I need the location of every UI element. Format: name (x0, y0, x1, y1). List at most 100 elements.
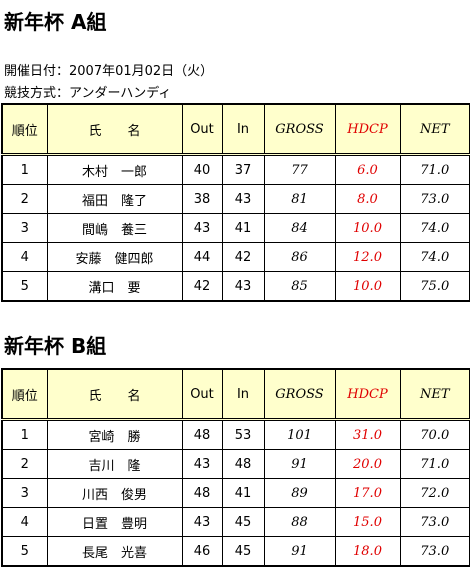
cell: 38 (181, 184, 223, 214)
cell: 71.0 (399, 154, 470, 185)
cell: 2 (1, 449, 48, 479)
data-row: 5 溝口 要 42 43 85 10.0 75.0 (1, 271, 470, 302)
info-line: 開催日付：2007年01月02日（火） (4, 64, 214, 79)
header-cell: 順位 (1, 103, 48, 156)
info-line: 競技方式：アンダーハンディ (4, 86, 172, 101)
data-row: 4 日置 豊明 43 45 88 15.0 73.0 (1, 507, 470, 537)
cell: 46 (181, 536, 223, 567)
cell: 91 (263, 536, 336, 567)
header-cell: 氏 名 (46, 368, 183, 421)
cell: 4 (1, 507, 48, 537)
cell: 5 (1, 271, 48, 302)
cell: 73.0 (399, 184, 470, 214)
cell: 43 (181, 507, 223, 537)
cell: 37 (221, 154, 265, 185)
cell: 75.0 (399, 271, 470, 302)
data-row: 4 安藤 健四郎 44 42 86 12.0 74.0 (1, 242, 470, 272)
data-row: 2 福田 隆了 38 43 81 8.0 73.0 (1, 184, 470, 214)
cell: 5 (1, 536, 48, 567)
cell: 10.0 (334, 213, 401, 243)
data-row: 1 宮崎 勝 48 53 101 31.0 70.0 (1, 419, 470, 450)
cell: 74.0 (399, 242, 470, 272)
results-table: 順位氏 名 Out In GROSS HDCP NET 1 木村 一郎 40 37 77 6.0 71.… (1, 103, 470, 302)
cell: 長尾 光喜 (46, 536, 183, 567)
cell: 89 (263, 478, 336, 508)
data-row: 2 吉川 隆 43 48 91 20.0 71.0 (1, 449, 470, 479)
cell: 74.0 (399, 213, 470, 243)
cell: 31.0 (334, 419, 401, 450)
header-cell: HDCP (334, 103, 401, 156)
cell: 88 (263, 507, 336, 537)
cell: 1 (1, 419, 48, 450)
results-table: 順位氏 名 Out In GROSS HDCP NET 1 宮崎 勝 48 53 101 31.0 70… (1, 368, 470, 567)
cell: 71.0 (399, 449, 470, 479)
cell: 6.0 (334, 154, 401, 185)
header-row: 順位氏 名 Out In GROSS HDCP NET (1, 368, 470, 421)
cell: 12.0 (334, 242, 401, 272)
cell: 18.0 (334, 536, 401, 567)
header-cell: HDCP (334, 368, 401, 421)
cell: 73.0 (399, 507, 470, 537)
cell: 48 (181, 419, 223, 450)
cell: 72.0 (399, 478, 470, 508)
header-cell: Out (181, 103, 223, 156)
cell: 43 (221, 271, 265, 302)
cell: 43 (181, 449, 223, 479)
header-cell: NET (399, 103, 470, 156)
data-row: 3 川西 俊男 48 41 89 17.0 72.0 (1, 478, 470, 508)
cell: 81 (263, 184, 336, 214)
cell: 42 (221, 242, 265, 272)
header-cell: In (221, 368, 265, 421)
cell: 45 (221, 507, 265, 537)
cell: 2 (1, 184, 48, 214)
cell: 43 (181, 213, 223, 243)
header-cell: In (221, 103, 265, 156)
cell: 43 (221, 184, 265, 214)
cell: 44 (181, 242, 223, 272)
cell: 91 (263, 449, 336, 479)
cell: 4 (1, 242, 48, 272)
cell: 宮崎 勝 (46, 419, 183, 450)
section-title: 新年杯 B組 (4, 334, 107, 358)
cell: 間嶋 養三 (46, 213, 183, 243)
cell: 101 (263, 419, 336, 450)
header-cell: Out (181, 368, 223, 421)
header-cell: 氏 名 (46, 103, 183, 156)
cell: 40 (181, 154, 223, 185)
cell: 8.0 (334, 184, 401, 214)
cell: 48 (221, 449, 265, 479)
header-cell: GROSS (263, 103, 336, 156)
cell: 木村 一郎 (46, 154, 183, 185)
cell: 日置 豊明 (46, 507, 183, 537)
cell: 85 (263, 271, 336, 302)
cell: 福田 隆了 (46, 184, 183, 214)
cell: 42 (181, 271, 223, 302)
cell: 川西 俊男 (46, 478, 183, 508)
cell: 1 (1, 154, 48, 185)
data-row: 1 木村 一郎 40 37 77 6.0 71.0 (1, 154, 470, 185)
header-row: 順位氏 名 Out In GROSS HDCP NET (1, 103, 470, 156)
cell: 41 (221, 478, 265, 508)
data-row: 5 長尾 光喜 46 45 91 18.0 73.0 (1, 536, 470, 567)
cell: 73.0 (399, 536, 470, 567)
cell: 安藤 健四郎 (46, 242, 183, 272)
header-cell: 順位 (1, 368, 48, 421)
cell: 3 (1, 478, 48, 508)
cell: 41 (221, 213, 265, 243)
cell: 20.0 (334, 449, 401, 479)
cell: 溝口 要 (46, 271, 183, 302)
cell: 吉川 隆 (46, 449, 183, 479)
cell: 70.0 (399, 419, 470, 450)
cell: 53 (221, 419, 265, 450)
header-cell: GROSS (263, 368, 336, 421)
cell: 48 (181, 478, 223, 508)
data-row: 3 間嶋 養三 43 41 84 10.0 74.0 (1, 213, 470, 243)
cell: 3 (1, 213, 48, 243)
cell: 77 (263, 154, 336, 185)
cell: 45 (221, 536, 265, 567)
section-title: 新年杯 A組 (4, 10, 107, 34)
cell: 84 (263, 213, 336, 243)
cell: 17.0 (334, 478, 401, 508)
cell: 15.0 (334, 507, 401, 537)
